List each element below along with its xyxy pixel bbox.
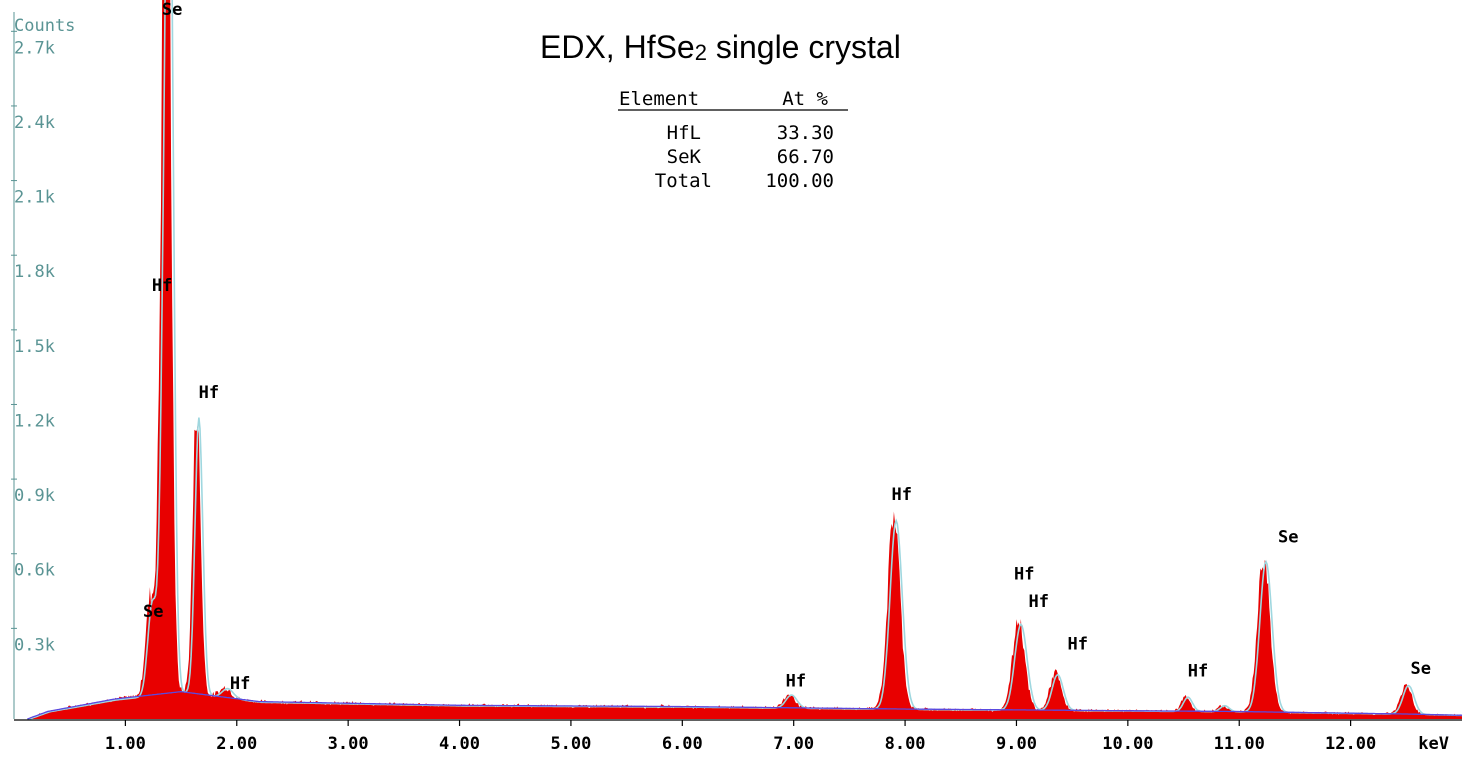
y-tick-label: 1.2k bbox=[14, 411, 55, 431]
y-tick-label: 1.8k bbox=[14, 262, 55, 282]
x-tick-label: 4.00 bbox=[439, 734, 480, 754]
peak-label: Hf bbox=[230, 674, 250, 694]
y-tick-label: 2.4k bbox=[14, 113, 55, 133]
y-tick-label: 0.9k bbox=[14, 486, 55, 506]
x-tick-label: 10.00 bbox=[1102, 734, 1153, 754]
x-tick-label: 2.00 bbox=[216, 734, 257, 754]
peak-label: Se bbox=[1411, 659, 1431, 679]
peak-label: Hf bbox=[1067, 634, 1087, 654]
fit-curve bbox=[27, 0, 1463, 720]
x-tick-label: 6.00 bbox=[662, 734, 703, 754]
quant-table: Element At % HfL 33.30 SeK 66.70 Total 1… bbox=[618, 88, 848, 192]
peak-label: Se bbox=[1278, 527, 1298, 547]
x-tick-label: 1.00 bbox=[105, 734, 146, 754]
table-header-at-percent: At % bbox=[782, 88, 828, 110]
title-main: EDX, HfSe bbox=[540, 29, 695, 65]
peak-label: Se bbox=[143, 602, 163, 622]
table-row-element: HfL bbox=[667, 122, 701, 144]
spectrum-area bbox=[27, 0, 1462, 719]
table-row-value: 66.70 bbox=[777, 146, 834, 168]
title-rest: single crystal bbox=[707, 29, 901, 65]
peak-label: Hf bbox=[1028, 592, 1048, 612]
x-tick-label: 8.00 bbox=[885, 734, 926, 754]
x-tick-label: 7.00 bbox=[773, 734, 814, 754]
y-tick-label: 1.5k bbox=[14, 337, 55, 357]
axes: 0.3k 0.6k 0.9k 1.2k 1.5k 1.8k 2.1k 2.4k 2.7k 1.00… bbox=[11, 12, 1462, 754]
x-tick-label: 3.00 bbox=[328, 734, 369, 754]
x-tick-label: 12.00 bbox=[1325, 734, 1376, 754]
x-tick-label: 5.00 bbox=[550, 734, 591, 754]
table-header-element: Element bbox=[619, 88, 699, 110]
table-row-value: 100.00 bbox=[765, 170, 834, 192]
peak-label: Hf bbox=[152, 276, 172, 296]
chart-title: EDX, HfSe2 single crystal bbox=[540, 29, 901, 65]
title-subscript: 2 bbox=[695, 40, 707, 65]
y-tick-label: 2.1k bbox=[14, 188, 55, 208]
x-tick-label: 11.00 bbox=[1214, 734, 1265, 754]
peak-label: Hf bbox=[199, 383, 219, 403]
y-tick-label: 0.3k bbox=[14, 635, 55, 655]
y-tick-label: 0.6k bbox=[14, 561, 55, 581]
peak-labels: Se Hf Hf Se Hf Hf Hf Hf Hf Hf Hf Se Se bbox=[143, 0, 1431, 694]
peak-label: Se bbox=[162, 0, 182, 20]
plot-area bbox=[27, 0, 1463, 720]
x-tick-label: 9.00 bbox=[996, 734, 1037, 754]
peak-label: Hf bbox=[1014, 565, 1034, 585]
x-axis-label: keV bbox=[1418, 734, 1449, 754]
table-row-element: SeK bbox=[667, 146, 702, 168]
background-curve bbox=[27, 690, 1463, 720]
y-tick-label: 2.7k bbox=[14, 38, 55, 58]
peak-label: Hf bbox=[1188, 662, 1208, 682]
table-row-element: Total bbox=[655, 170, 712, 192]
table-row-value: 33.30 bbox=[777, 122, 834, 144]
peak-label: Hf bbox=[786, 672, 806, 692]
peak-label: Hf bbox=[891, 485, 911, 505]
y-axis-label: Counts bbox=[14, 16, 75, 36]
